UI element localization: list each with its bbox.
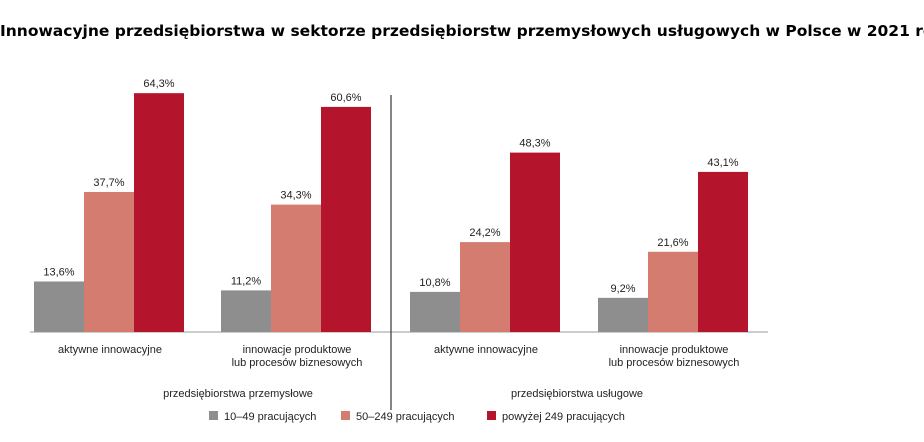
bar — [34, 281, 84, 332]
data-label: 10,8% — [419, 277, 450, 289]
data-label: 13,6% — [43, 266, 74, 278]
legend-label: 50–249 pracujących — [356, 411, 454, 423]
data-label: 9,2% — [610, 283, 635, 295]
bar — [84, 191, 134, 332]
data-label: 11,2% — [231, 275, 262, 287]
category-label: aktywne innowacyjne — [58, 344, 162, 356]
data-label: 37,7% — [93, 177, 124, 189]
data-label: 24,2% — [469, 227, 500, 239]
bar — [271, 204, 321, 332]
data-label: 64,3% — [143, 78, 174, 90]
category-label: innowacje produktowe — [620, 344, 729, 356]
category-label: lub procesów biznesowych — [232, 357, 363, 369]
category-label: innowacje produktowe — [243, 344, 352, 356]
legend-swatch — [341, 411, 350, 420]
bar — [221, 290, 271, 332]
legend-label: 10–49 pracujących — [224, 411, 316, 423]
data-label: 21,6% — [657, 237, 688, 249]
category-label: aktywne innowacyjne — [434, 344, 538, 356]
bar — [510, 152, 560, 332]
bar — [598, 297, 648, 332]
bar — [648, 251, 698, 332]
chart-title: Innowacyjne przedsiębiorstwa w sektorze … — [0, 22, 924, 40]
bar — [698, 171, 748, 332]
group-label: przedsiębiorstwa przemysłowe — [163, 388, 313, 400]
bar — [410, 291, 460, 332]
data-label: 48,3% — [519, 138, 550, 150]
data-label: 34,3% — [280, 190, 311, 202]
category-label: lub procesów biznesowych — [609, 357, 740, 369]
bar — [134, 93, 184, 333]
bar — [460, 242, 510, 332]
legend-swatch — [209, 411, 218, 420]
data-label: 43,1% — [707, 157, 738, 169]
bar — [321, 106, 371, 333]
group-label: przedsiębiorstwa usługowe — [511, 388, 643, 400]
legend-swatch — [487, 411, 496, 420]
legend-label: powyżej 249 pracujących — [502, 411, 625, 423]
data-label: 60,6% — [330, 92, 361, 104]
